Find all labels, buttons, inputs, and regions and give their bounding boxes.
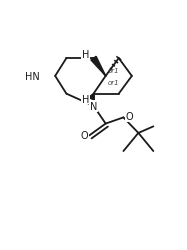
Text: O: O xyxy=(80,131,88,141)
Text: HN: HN xyxy=(25,72,40,82)
Text: H: H xyxy=(82,50,89,59)
Text: H: H xyxy=(82,94,89,104)
Text: or1: or1 xyxy=(108,68,119,73)
Text: or1: or1 xyxy=(108,80,119,86)
Text: O: O xyxy=(125,112,133,122)
Polygon shape xyxy=(91,57,106,76)
Text: N: N xyxy=(90,102,97,111)
Polygon shape xyxy=(88,94,94,100)
